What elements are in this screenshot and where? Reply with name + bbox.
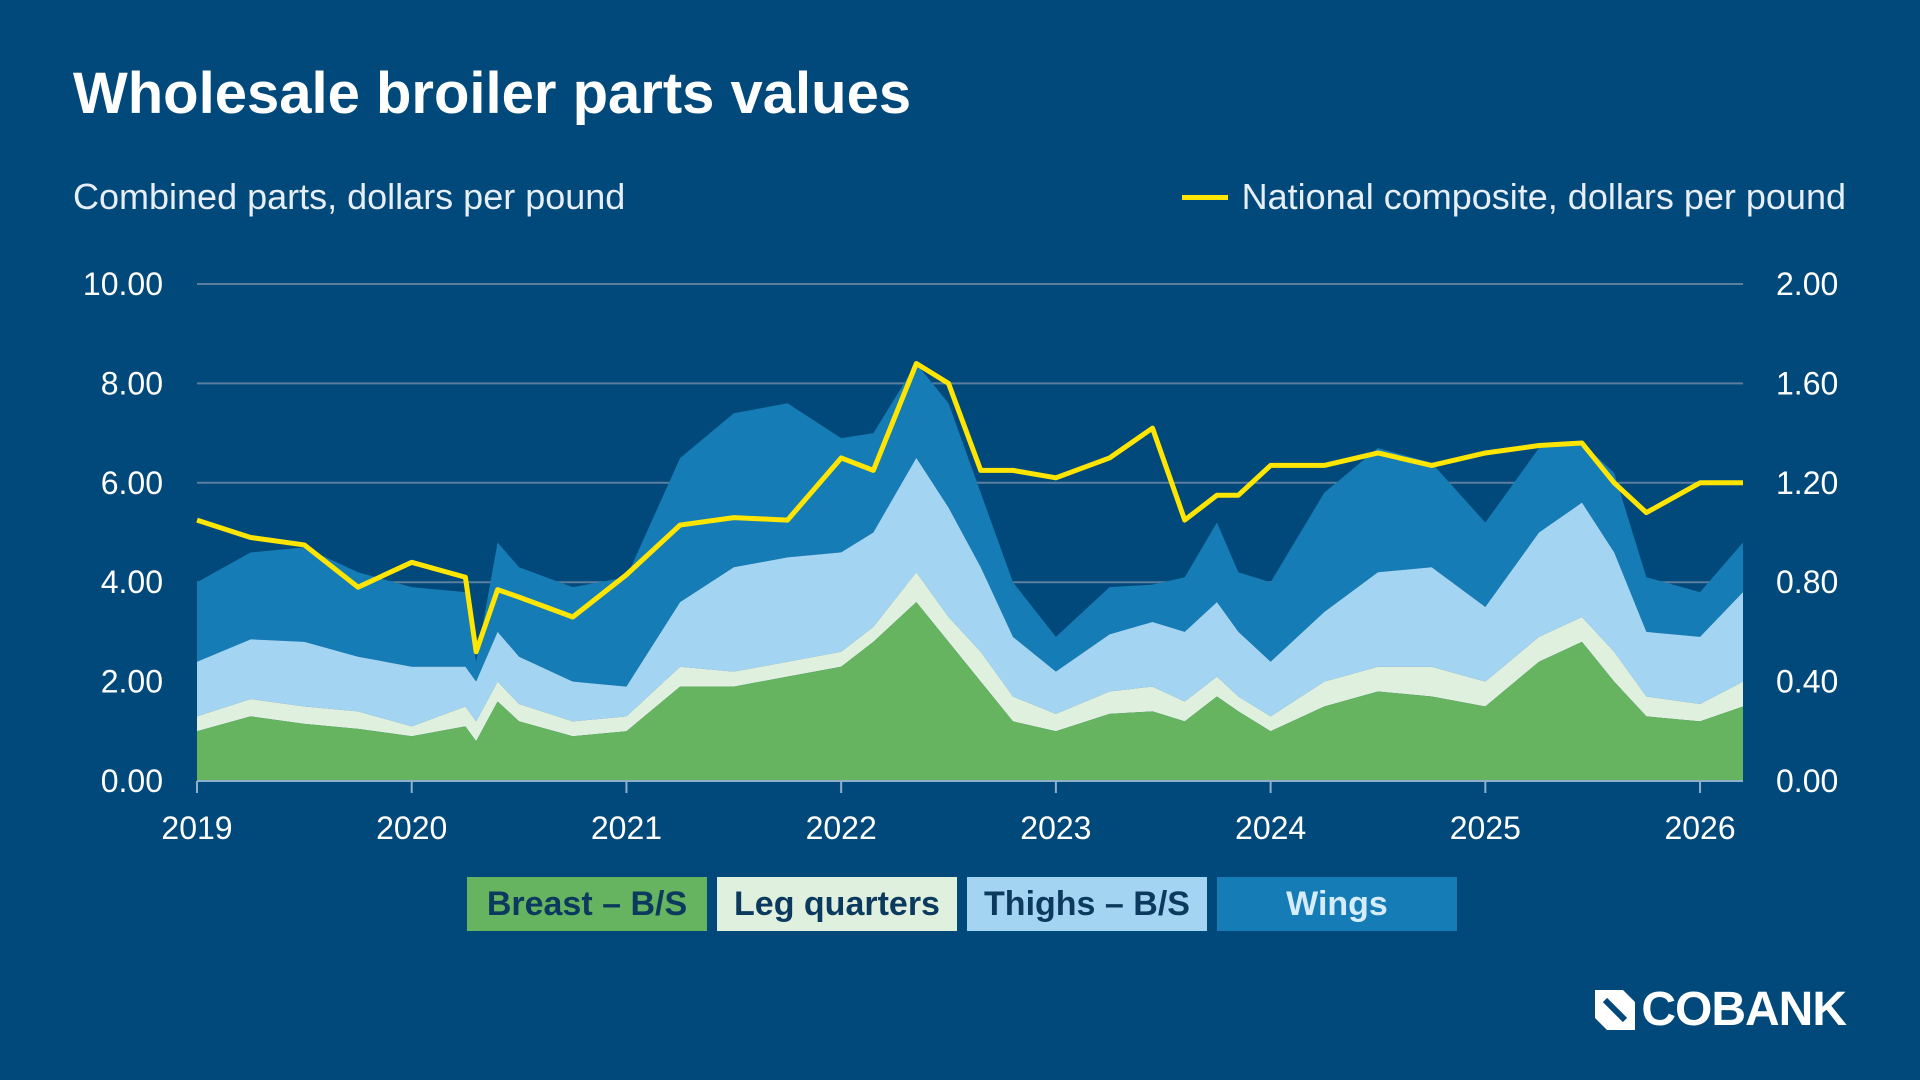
right-axis-legend: National composite, dollars per pound [1181,176,1846,218]
legend-breast: Breast – B/S [467,877,707,931]
y2-tick-label: 1.60 [1776,365,1838,401]
cobank-logo-icon [1595,989,1636,1030]
y2-tick-label: 0.40 [1776,664,1838,700]
x-tick-label: 2020 [376,810,447,846]
y-tick-label: 8.00 [101,365,163,401]
x-tick-label: 2026 [1664,810,1735,846]
y-tick-label: 6.00 [101,465,163,501]
y2-tick-label: 0.80 [1776,564,1838,600]
right-axis-title: National composite, dollars per pound [1241,176,1846,217]
legend: Breast – B/S Leg quarters Thighs – B/S W… [467,877,1457,931]
composite-line [196,361,1743,655]
y-tick-label: 4.00 [101,564,163,600]
legend-thighs: Thighs – B/S [967,877,1207,931]
area-thighs [197,457,1743,727]
y-tick-label: 10.00 [83,266,163,302]
y2-tick-label: 0.00 [1776,763,1838,799]
legend-leg-quarters: Leg quarters [717,877,957,931]
x-tick-label: 2022 [806,810,877,846]
y-tick-label: 2.00 [101,664,163,700]
area-breast [197,602,1743,781]
x-tick-label: 2019 [161,810,232,846]
composite-line-swatch [1181,194,1228,200]
cobank-logo: COBANK [1595,982,1847,1037]
chart-title: Wholesale broiler parts values [73,61,912,126]
x-tick-label: 2023 [1020,810,1091,846]
logo-text: COBANK [1641,983,1847,1036]
x-tick-label: 2021 [591,810,662,846]
x-tick-label: 2025 [1450,810,1521,846]
left-axis-title: Combined parts, dollars per pound [73,176,626,217]
y-tick-label: 0.00 [101,763,163,799]
x-tick-label: 2024 [1235,810,1306,846]
legend-wings: Wings [1217,877,1457,931]
y2-tick-label: 1.20 [1776,465,1838,501]
area-leg [197,572,1743,742]
y2-tick-label: 2.00 [1776,266,1838,302]
